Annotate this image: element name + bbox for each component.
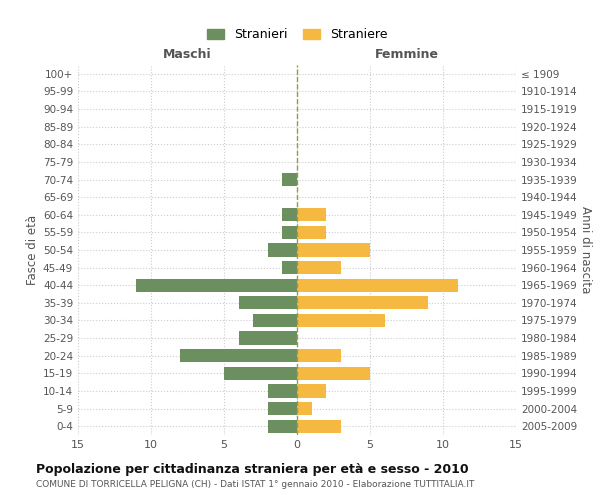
Y-axis label: Fasce di età: Fasce di età — [26, 215, 39, 285]
Bar — [283, 226, 297, 239]
Bar — [297, 261, 341, 274]
Bar — [297, 208, 326, 222]
Bar — [297, 296, 428, 310]
Bar — [268, 420, 297, 433]
Bar — [297, 384, 326, 398]
Bar — [253, 314, 297, 327]
Bar — [297, 226, 326, 239]
Bar — [297, 366, 370, 380]
Bar — [297, 244, 370, 256]
Bar — [180, 349, 297, 362]
Text: COMUNE DI TORRICELLA PELIGNA (CH) - Dati ISTAT 1° gennaio 2010 - Elaborazione TU: COMUNE DI TORRICELLA PELIGNA (CH) - Dati… — [36, 480, 475, 489]
Bar — [283, 261, 297, 274]
Bar — [268, 402, 297, 415]
Legend: Stranieri, Straniere: Stranieri, Straniere — [202, 23, 392, 46]
Bar — [268, 244, 297, 256]
Bar — [283, 173, 297, 186]
Bar — [239, 296, 297, 310]
Bar — [297, 349, 341, 362]
Bar — [283, 208, 297, 222]
Text: Maschi: Maschi — [163, 48, 212, 62]
Bar — [268, 384, 297, 398]
Bar — [224, 366, 297, 380]
Y-axis label: Anni di nascita: Anni di nascita — [578, 206, 592, 294]
Bar — [297, 420, 341, 433]
Text: Popolazione per cittadinanza straniera per età e sesso - 2010: Popolazione per cittadinanza straniera p… — [36, 462, 469, 475]
Bar — [297, 314, 385, 327]
Bar — [239, 332, 297, 344]
Text: Femmine: Femmine — [374, 48, 439, 62]
Bar — [136, 278, 297, 292]
Bar — [297, 402, 311, 415]
Bar — [297, 278, 458, 292]
